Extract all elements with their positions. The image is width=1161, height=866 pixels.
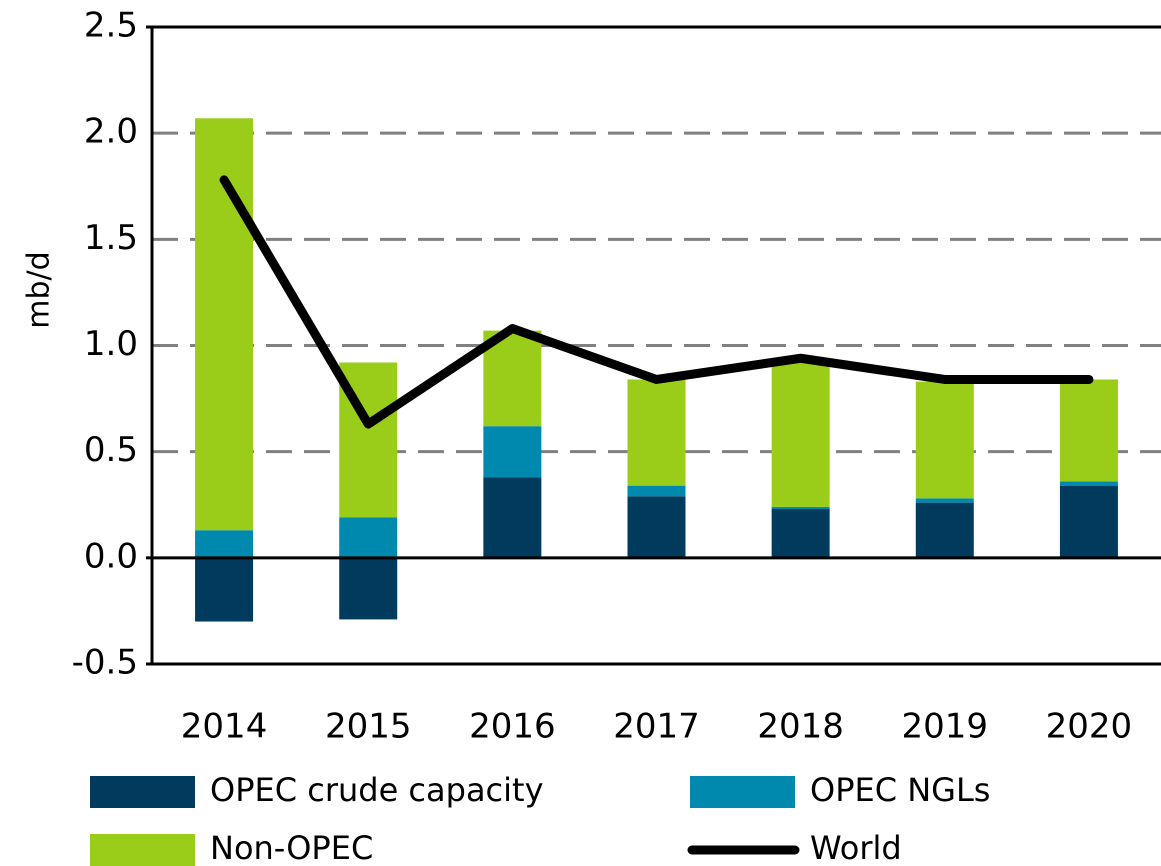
bar — [1059, 485, 1118, 558]
y-axis-label: mb/d — [22, 251, 57, 328]
x-tick-label: 2019 — [902, 707, 989, 747]
bar — [1059, 481, 1118, 486]
bar — [339, 557, 398, 620]
bar — [771, 362, 830, 507]
legend-label: World — [810, 829, 902, 866]
y-tick-label: -0.5 — [72, 643, 138, 683]
x-tick-label: 2015 — [325, 707, 412, 747]
y-tick-label: 2.0 — [84, 112, 138, 152]
bar — [627, 485, 686, 497]
legend-swatch — [690, 776, 795, 808]
bar — [771, 508, 830, 558]
bar — [1059, 379, 1118, 482]
bar — [627, 379, 686, 486]
y-tick-label: 1.0 — [84, 324, 138, 364]
legend-label: OPEC crude capacity — [210, 771, 544, 809]
y-tick-label: 1.5 — [84, 218, 138, 258]
bar — [195, 557, 254, 622]
bar — [195, 530, 254, 558]
bar — [915, 498, 974, 503]
bar — [627, 496, 686, 558]
bar — [915, 381, 974, 499]
axis-frame — [150, 25, 1161, 666]
x-tick-label: 2018 — [757, 707, 844, 747]
y-tick-label: 2.5 — [84, 6, 138, 46]
x-tick-label: 2016 — [469, 707, 556, 747]
legend-swatch — [90, 776, 195, 808]
legend-label: Non-OPEC — [210, 829, 373, 866]
y-tick-label: 0.5 — [84, 430, 138, 470]
bar — [771, 506, 830, 509]
legend-label: OPEC NGLs — [810, 771, 990, 809]
x-tick-label: 2020 — [1046, 707, 1133, 747]
bar — [339, 517, 398, 558]
bar — [483, 477, 542, 558]
x-tick-label: 2014 — [181, 707, 268, 747]
x-tick-label: 2017 — [613, 707, 700, 747]
bar — [915, 502, 974, 558]
legend-swatch — [90, 834, 195, 866]
y-tick-label: 0.0 — [84, 536, 138, 576]
bar — [483, 426, 542, 478]
line — [219, 175, 1094, 429]
